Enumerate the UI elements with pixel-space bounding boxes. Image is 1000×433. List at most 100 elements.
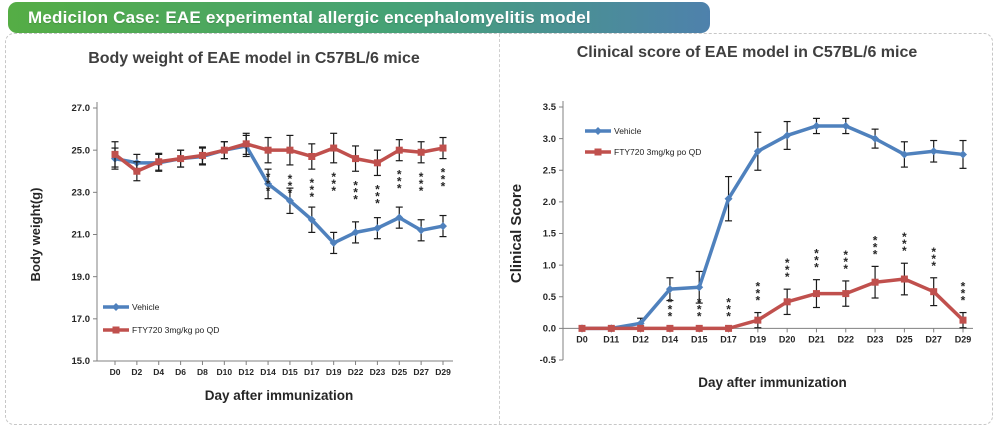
asterisk: * [814, 247, 819, 261]
svg-text:-0.5: -0.5 [540, 355, 557, 366]
asterisk: * [697, 302, 702, 316]
asterisk: * [902, 230, 907, 244]
data-point-square [607, 324, 615, 332]
x-axis-title: Day after immunization [698, 375, 847, 390]
data-point-square [666, 324, 674, 332]
svg-text:D19: D19 [750, 334, 767, 344]
asterisk: * [353, 192, 358, 206]
svg-text:1.0: 1.0 [543, 260, 556, 271]
axes [559, 101, 973, 361]
asterisk: * [843, 262, 848, 276]
asterisk: * [785, 270, 790, 284]
body-weight-chart-title: Body weight of EAE model in C57BL/6 mice [88, 50, 420, 67]
data-point-square [930, 288, 938, 296]
asterisk: * [843, 248, 848, 262]
data-point-square [352, 155, 360, 163]
asterisk: * [902, 244, 907, 258]
data-point-square [725, 324, 733, 332]
data-point-square [417, 148, 425, 156]
asterisk: * [931, 259, 936, 273]
asterisk: * [288, 172, 293, 186]
svg-text:D6: D6 [175, 367, 186, 377]
svg-text:D15: D15 [691, 334, 708, 344]
data-point-square [754, 316, 762, 324]
svg-text:D22: D22 [348, 367, 364, 377]
banner-title: Medicilon Case: EAE experimental allergi… [8, 2, 710, 33]
asterisk: * [785, 263, 790, 277]
asterisk: * [873, 247, 878, 261]
svg-text:3.5: 3.5 [543, 102, 557, 113]
asterisk: * [756, 280, 761, 294]
asterisk: * [931, 245, 936, 259]
svg-text:D12: D12 [632, 334, 649, 344]
significance-markers: ********* ****** ****** ************ [668, 230, 966, 323]
asterisk: * [419, 184, 424, 198]
svg-text:D11: D11 [603, 334, 619, 344]
data-point-diamond [724, 194, 733, 203]
svg-text:0.0: 0.0 [543, 324, 556, 335]
body-weight-chart-panel: Body weight of EAE model in C57BL/6 mice… [10, 36, 498, 428]
data-point-square [695, 324, 703, 332]
svg-text:D23: D23 [867, 334, 884, 344]
legend-label: Vehicle [132, 302, 160, 312]
clinical-score-plot: 3.5 3.0 2.5 2.0 1.5 1.0 0.5 0.0 -0.5 D0 D11 D12 D14 D… [508, 101, 973, 390]
data-point-square [198, 151, 206, 159]
banner-text: Medicilon Case: EAE experimental allergi… [28, 7, 591, 27]
data-point-diamond [665, 285, 674, 294]
svg-text:D14: D14 [662, 334, 679, 344]
asterisk: * [353, 185, 358, 199]
data-point-diamond [285, 196, 294, 205]
asterisk: * [266, 170, 271, 184]
data-point-square [177, 155, 185, 163]
svg-text:D27: D27 [413, 367, 429, 377]
clinical-score-chart-title: Clinical score of EAE model in C57BL/6 m… [576, 44, 918, 61]
data-point-diamond [783, 131, 792, 140]
tick-labels: 3.5 3.0 2.5 2.0 1.5 1.0 0.5 0.0 -0.5 D0 D11 D12 D14 D… [540, 102, 972, 366]
panel-divider [499, 34, 500, 424]
axes [93, 102, 453, 365]
data-point-square [111, 150, 119, 158]
asterisk: * [814, 261, 819, 275]
data-point-square [395, 146, 403, 154]
svg-text:D14: D14 [260, 367, 276, 377]
svg-text:D29: D29 [955, 334, 972, 344]
asterisk: * [902, 237, 907, 251]
asterisk: * [266, 177, 271, 191]
svg-text:D19: D19 [326, 367, 342, 377]
asterisk: * [397, 182, 402, 196]
svg-text:23.0: 23.0 [72, 188, 91, 199]
legend-label: FTY720 3mg/kg po QD [614, 147, 701, 157]
data-point-square [871, 278, 879, 286]
data-point-square [373, 159, 381, 167]
asterisk: * [266, 184, 271, 198]
data-point-diamond [959, 150, 967, 159]
asterisk: * [309, 176, 314, 190]
data-point-diamond [307, 215, 316, 224]
svg-text:D10: D10 [217, 367, 233, 377]
significance-markers: ************ *************** [266, 166, 446, 211]
legend-label: Vehicle [614, 126, 642, 136]
legend: Vehicle FTY720 3mg/kg po QD [103, 302, 219, 335]
data-point-diamond [351, 228, 360, 237]
data-point-diamond [695, 283, 704, 292]
tick-labels: 27.0 25.0 23.0 21.0 19.0 17.0 15.0 D0 D2 D4 D6 D8 D1… [72, 103, 452, 377]
asterisk: * [353, 178, 358, 192]
svg-text:19.0: 19.0 [72, 272, 91, 283]
data-point-square [594, 148, 602, 156]
data-point-square [220, 146, 228, 154]
data-point-diamond [871, 134, 880, 143]
asterisk: * [419, 170, 424, 184]
data-point-square [286, 146, 294, 154]
svg-text:15.0: 15.0 [72, 356, 91, 367]
data-point-diamond [264, 179, 273, 188]
data-point-diamond [373, 224, 382, 233]
svg-text:25.0: 25.0 [72, 145, 91, 156]
data-point-diamond [417, 226, 426, 235]
svg-text:D17: D17 [720, 334, 737, 344]
data-point-square [783, 298, 791, 306]
data-point-square [264, 146, 272, 154]
data-point-square [133, 167, 141, 175]
svg-text:D15: D15 [282, 367, 298, 377]
asterisk: * [375, 196, 380, 210]
